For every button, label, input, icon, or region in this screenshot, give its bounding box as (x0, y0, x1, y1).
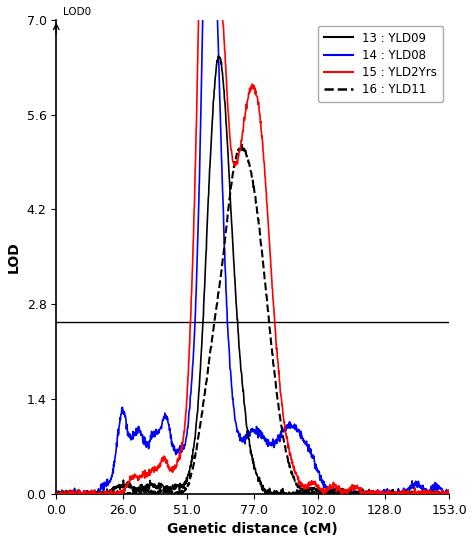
X-axis label: Genetic distance (cM): Genetic distance (cM) (167, 522, 338, 536)
Y-axis label: LOD: LOD (7, 241, 21, 273)
Text: LOD0: LOD0 (63, 7, 91, 17)
Legend: 13 : YLD09, 14 : YLD08, 15 : YLD2Yrs, 16 : YLD11: 13 : YLD09, 14 : YLD08, 15 : YLD2Yrs, 16… (318, 26, 443, 102)
